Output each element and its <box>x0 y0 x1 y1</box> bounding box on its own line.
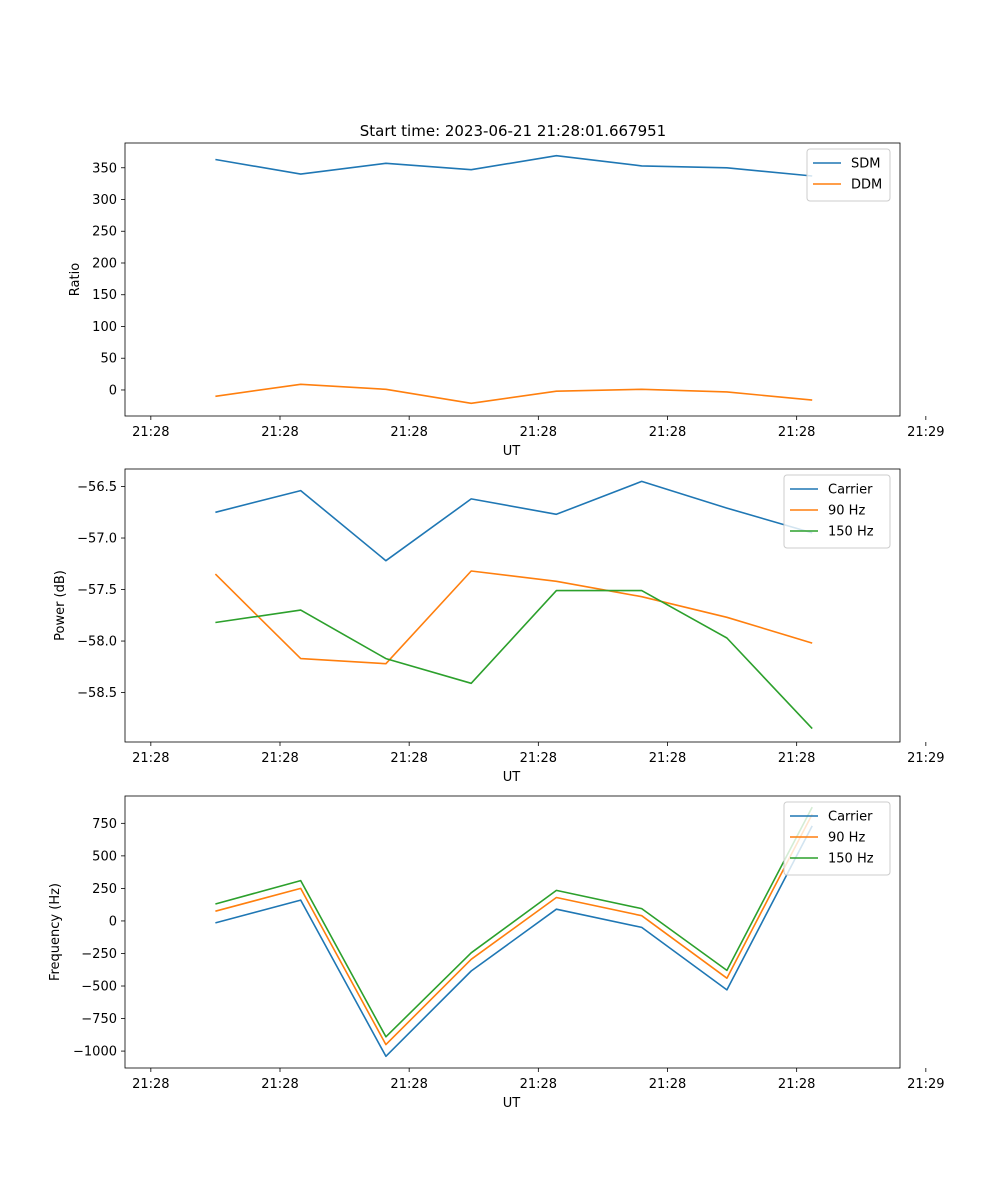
x-tick-label: 21:28 <box>132 1077 169 1092</box>
legend-box <box>806 148 891 202</box>
x-tick-label: 21:28 <box>520 751 557 766</box>
legend-box <box>783 474 891 549</box>
series-line-90-hz <box>215 813 813 1046</box>
legend-entry: SDM <box>851 157 880 172</box>
x-tick-label: 21:29 <box>907 1077 944 1092</box>
y-tick-label: −57.5 <box>77 583 117 598</box>
x-tick-label: 21:28 <box>649 425 686 440</box>
x-axis-label: UT <box>503 444 521 459</box>
y-tick-label: −250 <box>81 947 117 962</box>
x-tick-label: 21:29 <box>907 751 944 766</box>
y-tick-label: −56.5 <box>77 480 117 495</box>
series-line-150-hz <box>215 589 813 730</box>
y-tick-label: 750 <box>92 817 117 832</box>
legend-entry: 150 Hz <box>828 525 874 540</box>
x-axis-label: UT <box>503 1096 521 1111</box>
y-axis-label: Frequency (Hz) <box>48 883 63 981</box>
plot-frame <box>124 142 901 417</box>
y-tick-label: 300 <box>92 193 117 208</box>
y-tick-label: 250 <box>92 225 117 240</box>
legend-entry: Carrier <box>828 483 873 498</box>
series-line-carrier <box>215 480 813 562</box>
x-tick-label: 21:28 <box>132 751 169 766</box>
y-tick-label: −58.5 <box>77 686 117 701</box>
x-tick-label: 21:28 <box>520 1077 557 1092</box>
x-tick-label: 21:28 <box>649 1077 686 1092</box>
x-tick-label: 21:29 <box>907 425 944 440</box>
y-tick-label: −58.0 <box>77 635 117 650</box>
series-line-sdm <box>215 154 813 177</box>
x-tick-label: 21:28 <box>649 751 686 766</box>
legend-entry: 90 Hz <box>828 504 865 519</box>
x-tick-label: 21:28 <box>261 1077 298 1092</box>
y-tick-label: 50 <box>100 352 117 367</box>
x-tick-label: 21:28 <box>520 425 557 440</box>
x-tick-label: 21:28 <box>390 751 427 766</box>
y-tick-label: −1000 <box>73 1045 117 1060</box>
y-tick-label: 0 <box>109 383 117 398</box>
y-tick-label: 500 <box>92 849 117 864</box>
x-tick-label: 21:28 <box>261 751 298 766</box>
y-tick-label: −57.0 <box>77 532 117 547</box>
x-tick-label: 21:28 <box>132 425 169 440</box>
legend-box <box>783 801 891 876</box>
plot-frame <box>124 468 901 743</box>
x-tick-label: 21:28 <box>778 425 815 440</box>
y-axis-label: Power (dB) <box>53 570 68 641</box>
x-axis-label: UT <box>503 770 521 785</box>
chart-panel-1: 21:28 21:28 21:28 21:28 21:28 21:28 21:29 0 50 10… <box>68 142 945 459</box>
x-tick-label: 21:28 <box>778 751 815 766</box>
series-line-carrier <box>215 825 813 1058</box>
legend-entry: 90 Hz <box>828 831 865 846</box>
y-tick-label: 0 <box>109 914 117 929</box>
y-axis-label: Ratio <box>68 263 83 296</box>
y-tick-label: 150 <box>92 288 117 303</box>
legend-entry: 150 Hz <box>828 852 874 867</box>
figure-title: Start time: 2023-06-21 21:28:01.667951 <box>360 122 666 140</box>
chart-panel-2: 21:28 21:28 21:28 21:28 21:28 21:28 21:29 −56.5… <box>53 468 945 785</box>
y-tick-label: −500 <box>81 980 117 995</box>
y-tick-label: 250 <box>92 882 117 897</box>
x-tick-label: 21:28 <box>261 425 298 440</box>
legend: Carrier 90 Hz 150 Hz <box>783 474 891 549</box>
y-tick-label: −750 <box>81 1012 117 1027</box>
legend-entry: Carrier <box>828 810 873 825</box>
x-tick-label: 21:28 <box>390 425 427 440</box>
x-tick-label: 21:28 <box>778 1077 815 1092</box>
y-tick-label: 350 <box>92 161 117 176</box>
y-tick-label: 100 <box>92 320 117 335</box>
series-line-ddm <box>215 383 813 405</box>
charts: 21:28 21:28 21:28 21:28 21:28 21:28 21:29 0 50 10… <box>48 142 945 1111</box>
plot-frame <box>124 795 901 1069</box>
legend: SDM DDM <box>806 148 891 202</box>
series-line-90-hz <box>214 570 813 665</box>
y-tick-label: 200 <box>92 256 117 271</box>
legend: Carrier 90 Hz 150 Hz <box>783 801 891 876</box>
x-tick-label: 21:28 <box>390 1077 427 1092</box>
legend-entry: DDM <box>851 178 882 193</box>
chart-panel-3: 21:28 21:28 21:28 21:28 21:28 21:28 21:29 750 50… <box>48 795 945 1111</box>
series-line-150-hz <box>215 806 813 1038</box>
